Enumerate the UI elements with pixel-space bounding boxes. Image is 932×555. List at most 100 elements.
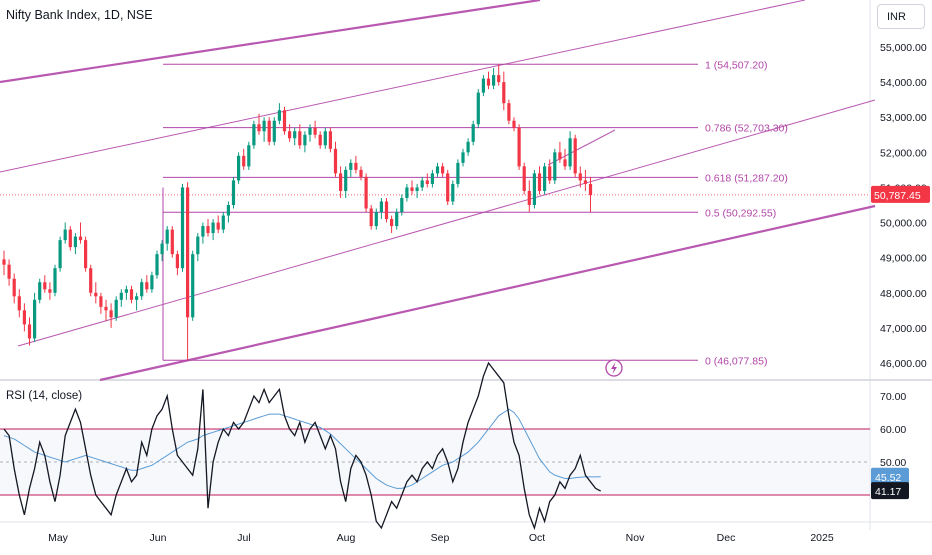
candle-body xyxy=(558,152,562,160)
fib-level-label: 0 (46,077.85) xyxy=(705,355,767,367)
rsi-value-tag xyxy=(871,482,909,500)
candle-body xyxy=(114,299,118,318)
candle-body xyxy=(481,78,485,93)
candle-body xyxy=(415,187,419,191)
candle-body xyxy=(532,173,536,205)
price-tick-label: 53,000.00 xyxy=(880,112,927,124)
candle-body xyxy=(231,180,236,205)
candle-body xyxy=(247,145,251,167)
candle-body xyxy=(170,229,174,255)
candle-body xyxy=(160,243,164,255)
candle-body xyxy=(175,254,179,269)
candle-body xyxy=(318,134,322,146)
channel-line xyxy=(0,0,806,173)
candle-body xyxy=(7,264,11,279)
candle-body xyxy=(395,212,399,227)
candle-body xyxy=(430,173,434,184)
candle-body xyxy=(201,226,205,237)
candle-body xyxy=(288,131,292,139)
candle-body xyxy=(282,110,287,132)
candle-body xyxy=(384,201,389,220)
candle-body xyxy=(507,103,511,121)
candle-body xyxy=(512,120,516,128)
candle-body xyxy=(165,229,169,244)
candle-body xyxy=(573,138,577,174)
lightning-icon-glyph xyxy=(611,362,617,374)
rsi-tick-label: 60.00 xyxy=(880,424,906,436)
candle-body xyxy=(446,173,450,202)
candle-body xyxy=(390,219,394,227)
candle-body xyxy=(277,110,281,121)
candle-body xyxy=(374,212,378,227)
channel-line xyxy=(547,129,616,166)
candle-body xyxy=(155,254,159,276)
fib-level-label: 0.5 (50,292.55) xyxy=(705,207,776,219)
candle-body xyxy=(400,197,404,213)
candle-body xyxy=(522,166,526,191)
candle-body xyxy=(196,236,200,255)
candle-body xyxy=(497,75,501,83)
rsi-line xyxy=(3,361,602,531)
price-tick-label: 50,000.00 xyxy=(880,218,927,230)
fib-level-label: 0.786 (52,703.30) xyxy=(705,123,788,135)
candle-body xyxy=(548,166,552,181)
rsi_ma-value-label: 45.52 xyxy=(875,472,901,484)
candle-body xyxy=(537,173,542,191)
candle-body xyxy=(129,289,134,300)
candle-body xyxy=(180,187,185,269)
candle-body xyxy=(461,152,465,163)
candle-body xyxy=(568,138,572,167)
candle-body xyxy=(63,229,67,241)
candle-body xyxy=(237,155,241,181)
candle-body xyxy=(405,187,409,198)
candle-body xyxy=(588,183,593,195)
candle-body xyxy=(68,229,72,248)
candle-body xyxy=(471,124,475,142)
candle-body xyxy=(191,254,195,318)
candle-body xyxy=(150,275,154,290)
candle-body xyxy=(578,173,582,181)
candle-body xyxy=(303,134,307,146)
rsi-title: RSI (14, close) xyxy=(6,390,83,402)
time-tick-label: Jun xyxy=(150,532,167,544)
candle-body xyxy=(94,292,98,297)
candle-body xyxy=(379,201,383,213)
candle-body xyxy=(17,296,21,311)
currency-button[interactable]: INR xyxy=(877,4,925,29)
candle-body xyxy=(502,82,506,104)
candle-body xyxy=(435,166,440,174)
symbol-title: Nifty Bank Index, 1D, NSE xyxy=(6,8,153,22)
candle-body xyxy=(99,296,103,307)
candle-body xyxy=(553,152,557,181)
time-tick-label: Dec xyxy=(717,532,736,544)
candle-body xyxy=(293,131,297,139)
candle-body xyxy=(119,292,123,300)
candle-body xyxy=(135,296,139,300)
candle-body xyxy=(262,120,266,132)
candle-body xyxy=(369,208,373,227)
channel-line xyxy=(0,0,541,84)
candle-body xyxy=(456,162,460,184)
candle-body xyxy=(206,226,210,234)
candle-body xyxy=(211,222,215,234)
time-tick-label: Jul xyxy=(237,532,250,544)
candle-body xyxy=(333,148,338,174)
candle-body xyxy=(420,180,424,188)
candle-body xyxy=(563,159,567,167)
channel-line xyxy=(99,204,876,382)
candle-body xyxy=(53,268,57,293)
candle-body xyxy=(140,282,144,297)
candle-body xyxy=(2,259,6,265)
rsi-tick-label: 70.00 xyxy=(880,391,906,403)
candle-body xyxy=(145,282,149,290)
candle-body xyxy=(359,169,363,177)
candle-body xyxy=(43,282,47,290)
last-price-label: 50,787.45 xyxy=(874,190,921,202)
candle-body xyxy=(221,215,225,230)
time-tick-label: May xyxy=(48,532,69,544)
candle-body xyxy=(308,127,312,135)
candle-body xyxy=(78,236,83,241)
candle-body xyxy=(410,187,414,191)
